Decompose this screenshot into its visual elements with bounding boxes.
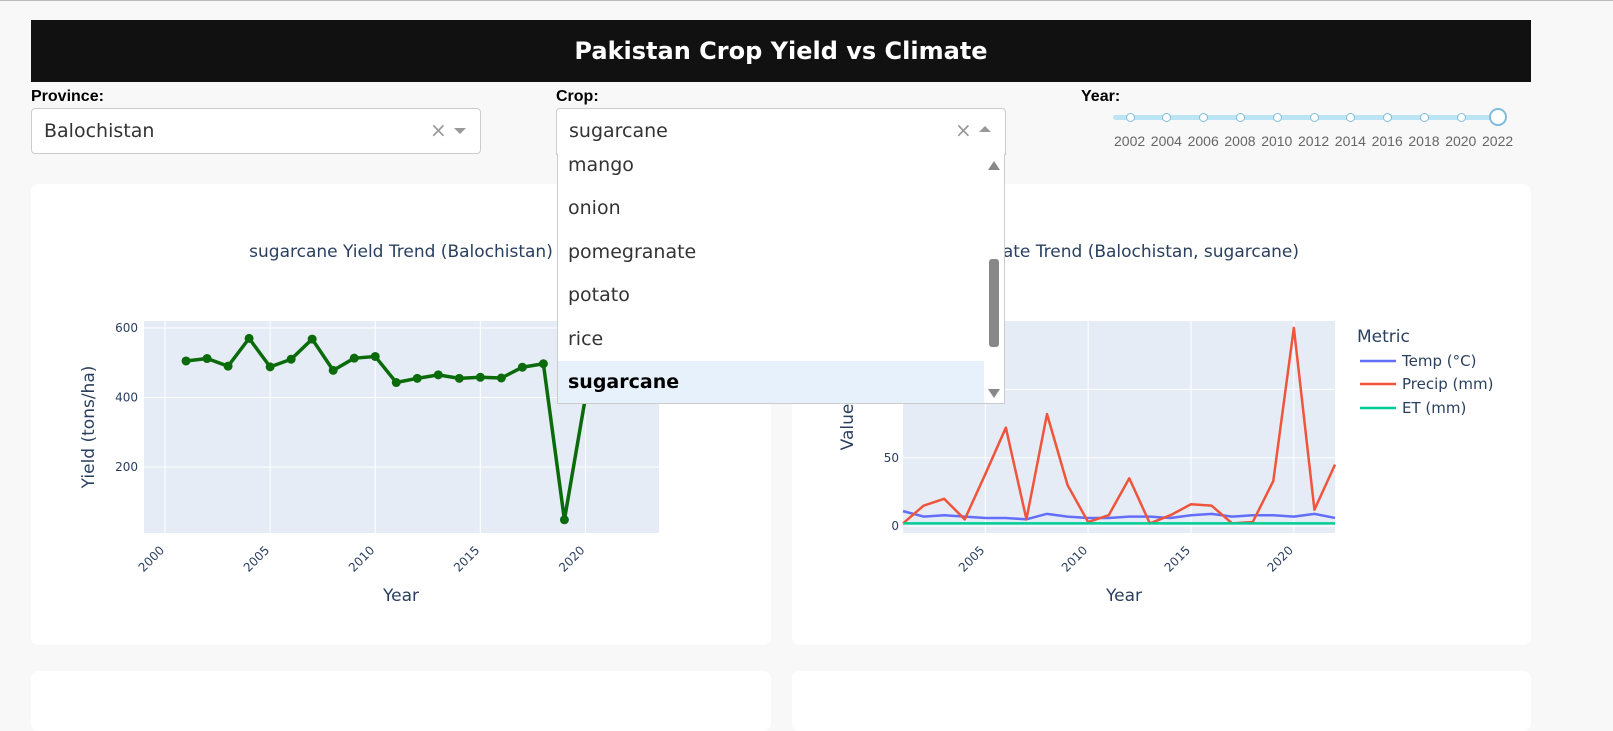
year-slider-mark-label[interactable]: 2020: [1445, 133, 1477, 149]
yield-data-point[interactable]: [433, 370, 443, 380]
yield-y-axis-label: Yield (tons/ha): [79, 366, 99, 490]
yield-data-point[interactable]: [286, 354, 296, 364]
bottom-card-right: [792, 671, 1531, 731]
x-tick-label: 2005: [241, 543, 272, 574]
year-slider-dot[interactable]: [1125, 112, 1135, 122]
climate-x-axis-label: Year: [1105, 586, 1142, 606]
yield-data-point[interactable]: [307, 334, 317, 344]
year-slider-dot[interactable]: [1309, 112, 1319, 122]
yield-data-point[interactable]: [370, 351, 380, 361]
yield-data-point[interactable]: [349, 353, 359, 363]
province-clear-icon[interactable]: ×: [430, 118, 447, 142]
x-tick-label: 2010: [346, 543, 377, 574]
year-slider-mark-label[interactable]: 2010: [1261, 133, 1293, 149]
year-slider-dot[interactable]: [1235, 112, 1245, 122]
crop-option[interactable]: mango: [568, 154, 634, 176]
x-tick-label: 2015: [451, 543, 482, 574]
x-tick-label: 2020: [556, 543, 587, 574]
x-tick-label: 2010: [1059, 543, 1090, 574]
crop-clear-icon[interactable]: ×: [955, 118, 972, 142]
scroll-up-icon[interactable]: [988, 161, 1000, 170]
yield-x-axis-label: Year: [382, 586, 419, 606]
yield-data-point[interactable]: [454, 373, 464, 383]
yield-data-point[interactable]: [517, 362, 527, 372]
crop-option[interactable]: rice: [568, 328, 604, 350]
legend-item-precip[interactable]: Precip (mm): [1402, 375, 1493, 393]
province-label: Province:: [31, 88, 104, 105]
year-slider-mark-label[interactable]: 2018: [1408, 133, 1440, 149]
yield-data-point[interactable]: [559, 515, 569, 525]
crop-option[interactable]: pomegranate: [568, 241, 697, 263]
crop-option-selected[interactable]: sugarcane: [558, 361, 986, 403]
yield-data-point[interactable]: [244, 333, 254, 343]
yield-data-point[interactable]: [181, 356, 191, 366]
bottom-card-left: [31, 671, 771, 731]
y-tick-label: 600: [115, 321, 138, 335]
y-tick-label: 50: [884, 451, 899, 465]
yield-data-point[interactable]: [496, 373, 506, 383]
year-slider-mark-label[interactable]: 2016: [1371, 133, 1403, 149]
year-slider-mark-label[interactable]: 2002: [1114, 133, 1146, 149]
crop-label: Crop:: [556, 88, 599, 105]
year-slider-mark-label[interactable]: 2006: [1187, 133, 1219, 149]
year-slider-mark-label[interactable]: 2014: [1334, 133, 1366, 149]
yield-data-point[interactable]: [391, 378, 401, 388]
province-dropdown[interactable]: Balochistan ×: [31, 108, 481, 154]
y-tick-label: 400: [115, 390, 138, 404]
year-slider-dot[interactable]: [1456, 112, 1466, 122]
legend-title: Metric: [1357, 327, 1410, 347]
province-value: Balochistan: [44, 120, 155, 142]
climate-series-line: [902, 326, 1337, 525]
climate-series-line: [902, 509, 1336, 521]
top-border: [0, 0, 1613, 1]
scrollbar-thumb[interactable]: [989, 259, 999, 347]
year-slider-dot[interactable]: [1419, 112, 1429, 122]
year-slider-handle[interactable]: [1489, 108, 1507, 126]
year-slider-dot[interactable]: [1199, 112, 1209, 122]
legend-item-temp[interactable]: Temp (°C): [1401, 352, 1476, 370]
chevron-up-icon[interactable]: [979, 126, 991, 132]
year-slider-track[interactable]: [1113, 115, 1500, 120]
yield-data-point[interactable]: [475, 372, 485, 382]
year-slider-mark-label[interactable]: 2012: [1298, 133, 1330, 149]
x-tick-label: 2020: [1264, 543, 1295, 574]
climate-chart-title: Climate Trend (Balochistan, sugarcane): [965, 242, 1299, 262]
year-slider-mark-label[interactable]: 2008: [1224, 133, 1256, 149]
yield-data-point[interactable]: [412, 373, 422, 383]
scroll-down-icon[interactable]: [988, 389, 1000, 398]
yield-data-point[interactable]: [328, 365, 338, 375]
dropdown-scrollbar[interactable]: [984, 154, 1004, 403]
crop-value: sugarcane: [569, 120, 668, 142]
y-tick-label: 200: [115, 460, 138, 474]
yield-data-point[interactable]: [538, 359, 548, 369]
climate-y-axis-label: Value: [838, 404, 858, 451]
x-tick-label: 2005: [956, 543, 987, 574]
x-tick-label: 2015: [1162, 543, 1193, 574]
yield-data-point[interactable]: [265, 362, 275, 372]
yield-data-point[interactable]: [223, 361, 233, 371]
yield-chart-title: sugarcane Yield Trend (Balochistan): [249, 242, 553, 262]
year-slider-mark-label[interactable]: 2022: [1482, 133, 1514, 149]
crop-dropdown-menu: mango onion pomegranate potato rice suga…: [557, 154, 1005, 404]
year-slider-dot[interactable]: [1272, 112, 1282, 122]
legend-item-et[interactable]: ET (mm): [1402, 399, 1466, 417]
year-slider-dot[interactable]: [1162, 112, 1172, 122]
x-tick-label: 2000: [136, 543, 167, 574]
year-slider-dot[interactable]: [1383, 112, 1393, 122]
y-tick-label: 0: [891, 519, 899, 533]
page-title: Pakistan Crop Yield vs Climate: [574, 37, 988, 65]
year-slider-dot[interactable]: [1346, 112, 1356, 122]
crop-option[interactable]: onion: [568, 197, 621, 219]
crop-dropdown[interactable]: sugarcane ×: [556, 108, 1006, 155]
year-label: Year:: [1081, 88, 1121, 105]
crop-option[interactable]: potato: [568, 284, 630, 306]
chevron-down-icon[interactable]: [454, 128, 466, 134]
page-header: Pakistan Crop Yield vs Climate: [31, 20, 1531, 82]
year-slider-mark-label[interactable]: 2004: [1150, 133, 1182, 149]
yield-data-point[interactable]: [202, 354, 212, 364]
